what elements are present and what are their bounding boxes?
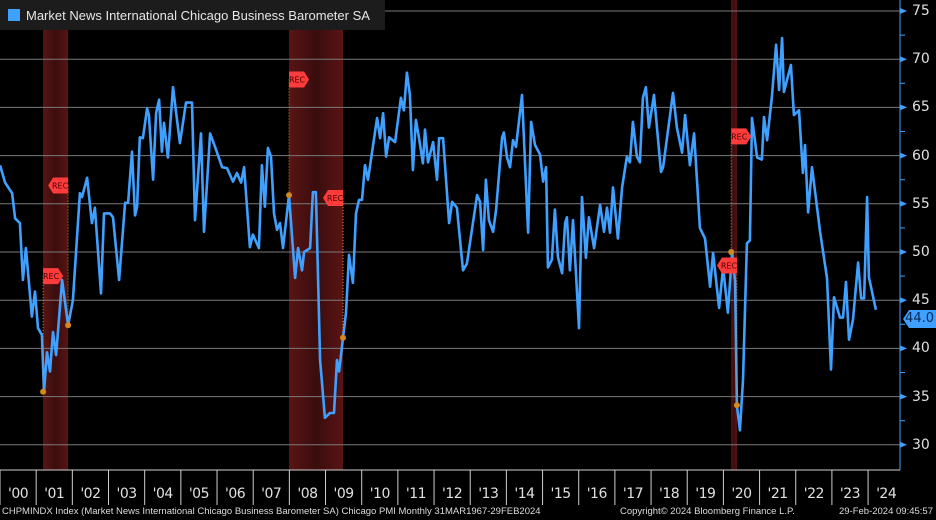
x-tick-label: '10	[369, 486, 391, 502]
rec-marker[interactable]	[43, 268, 64, 285]
x-tick-label: '15	[550, 486, 572, 502]
y-tick	[900, 441, 907, 448]
y-tick-label: 45	[912, 292, 930, 309]
y-tick	[900, 393, 907, 400]
x-tick-label: '24	[876, 486, 897, 502]
x-tick-label: '18	[659, 486, 680, 502]
y-tick	[900, 200, 907, 207]
y-tick-label: 30	[912, 436, 930, 453]
y-tick	[900, 104, 907, 111]
rec-marker-label: REC	[43, 272, 60, 281]
y-tick-label: 65	[912, 99, 930, 116]
legend-swatch	[8, 9, 20, 21]
x-tick-label: '19	[695, 486, 716, 502]
y-tick-label: 75	[912, 3, 930, 19]
x-tick-label: '03	[116, 486, 138, 502]
x-tick-label: '23	[839, 486, 861, 502]
x-tick-label: '22	[803, 486, 825, 502]
x-tick-label: '21	[767, 486, 789, 502]
x-tick-label: '17	[622, 486, 644, 502]
x-tick-label: '11	[405, 486, 427, 502]
x-tick-label: '07	[261, 486, 282, 502]
x-tick-label: '01	[44, 486, 65, 502]
x-tick-label: '08	[297, 486, 318, 502]
last-value-tag: 44.0	[903, 310, 936, 328]
rec-marker-label: REC	[52, 181, 69, 190]
x-tick-label: '06	[225, 486, 246, 502]
x-tick-label: '20	[731, 486, 752, 502]
y-tick	[900, 8, 907, 14]
rec-marker-dot	[733, 402, 740, 409]
rec-marker[interactable]	[716, 257, 737, 274]
x-tick-label: '05	[188, 486, 210, 502]
rec-marker-dot	[339, 334, 346, 341]
y-tick-label: 50	[912, 244, 930, 260]
rec-marker[interactable]	[731, 128, 752, 145]
recession-band	[43, 0, 69, 470]
x-tick-label: '02	[80, 486, 101, 502]
series-line	[0, 36, 878, 432]
y-tick	[900, 345, 907, 352]
x-tick-label: '04	[152, 486, 174, 502]
rec-marker-dot	[40, 388, 47, 395]
rec-marker-label: REC	[289, 75, 306, 84]
rec-marker-label: REC	[721, 261, 738, 270]
footer-source: CHPMINDX Index (Market News Internationa…	[2, 506, 541, 517]
footer-copyright: Copyright© 2024 Bloomberg Finance L.P.	[620, 506, 795, 517]
x-tick-label: '13	[478, 486, 499, 502]
x-tick-label: '14	[514, 486, 535, 502]
rec-marker-dot	[728, 249, 735, 255]
rec-marker[interactable]	[322, 190, 343, 207]
y-tick	[900, 152, 907, 159]
rec-marker-label: REC	[731, 132, 748, 141]
y-tick-label: 60	[912, 147, 930, 164]
x-tick-label: '16	[586, 486, 608, 502]
legend[interactable]: Market News International Chicago Busine…	[0, 0, 385, 30]
x-tick-label: '09	[333, 486, 355, 502]
rec-marker[interactable]	[289, 71, 310, 88]
x-tick-label: '12	[442, 486, 463, 502]
y-tick-label: 40	[912, 340, 930, 357]
y-tick-label: 55	[912, 195, 930, 212]
rec-marker[interactable]	[48, 177, 69, 194]
legend-label: Market News International Chicago Busine…	[26, 7, 370, 23]
y-tick-label: 35	[912, 388, 930, 405]
y-tick	[900, 56, 907, 63]
recession-band	[731, 0, 737, 470]
rec-marker-label: REC	[327, 194, 344, 203]
rec-marker-dot	[65, 322, 72, 329]
y-tick	[900, 297, 907, 304]
y-tick	[900, 249, 907, 255]
rec-marker-dot	[286, 192, 293, 199]
footer-timestamp: 29-Feb-2024 09:45:57	[838, 506, 933, 517]
y-tick-label: 70	[912, 51, 930, 68]
x-tick-label: '00	[7, 486, 29, 502]
